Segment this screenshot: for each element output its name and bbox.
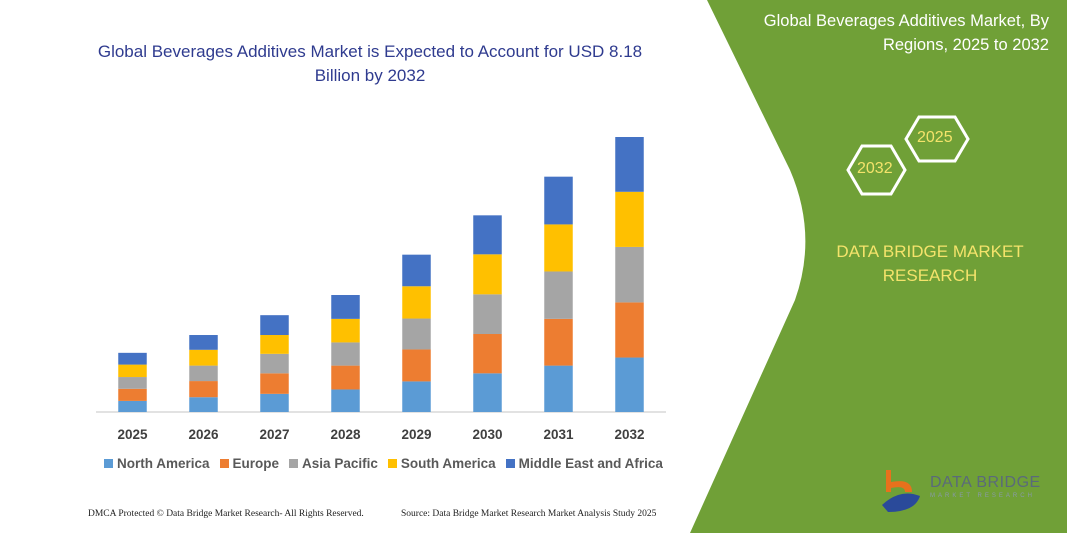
x-tick-label: 2029	[401, 427, 431, 442]
x-tick-label: 2032	[614, 427, 644, 442]
legend-swatch	[505, 459, 515, 468]
bar-segment-2025-europe	[118, 388, 147, 401]
bar-segment-2025-asia-pacific	[118, 377, 147, 389]
bar-segment-2031-europe	[544, 318, 573, 366]
bar-segment-2031-south-america	[544, 224, 573, 272]
bar-segment-2032-south-america	[615, 191, 644, 247]
x-tick-label: 2027	[259, 427, 289, 442]
bar-segment-2029-middle-east-and-africa	[402, 254, 431, 287]
legend-item: North America	[104, 456, 210, 471]
green-side-panel	[690, 0, 1067, 533]
bar-segment-2026-europe	[189, 381, 218, 398]
bar-segment-2028-europe	[331, 365, 360, 390]
legend-label: Middle East and Africa	[518, 456, 663, 471]
x-tick-label: 2028	[330, 427, 361, 442]
bar-segment-2029-south-america	[402, 286, 431, 319]
legend-swatch	[104, 459, 113, 468]
bar-segment-2030-south-america	[473, 254, 502, 295]
hex-label-2032: 2032	[857, 160, 893, 177]
bar-segment-2031-north-america	[544, 365, 573, 412]
bar-segment-2027-asia-pacific	[260, 353, 289, 374]
hexagon-2032	[846, 144, 907, 196]
footer-source: Source: Data Bridge Market Research Mark…	[401, 509, 657, 519]
legend-swatch	[289, 459, 299, 468]
bar-segment-2026-south-america	[189, 349, 218, 366]
bar-segment-2027-middle-east-and-africa	[260, 315, 289, 336]
bar-segment-2032-asia-pacific	[615, 246, 644, 303]
legend-item: South America	[387, 456, 496, 471]
bar-segment-2030-asia-pacific	[473, 294, 502, 335]
bar-segment-2032-europe	[615, 302, 644, 358]
bar-segment-2026-middle-east-and-africa	[189, 335, 218, 350]
legend-label: Asia Pacific	[302, 456, 378, 471]
legend-item: Middle East and Africa	[505, 456, 663, 471]
side-panel-title: Global Beverages Additives Market, By Re…	[763, 12, 1049, 54]
brand-text: DATA BRIDGE MARKET RESEARCH	[836, 242, 1024, 285]
legend-item: Asia Pacific	[289, 456, 378, 471]
bar-segment-2026-asia-pacific	[189, 365, 218, 382]
bar-segment-2025-north-america	[118, 400, 147, 412]
bar-segment-2027-south-america	[260, 335, 289, 354]
bar-segment-2028-asia-pacific	[331, 342, 360, 366]
chart-title: Global Beverages Additives Market is Exp…	[97, 42, 643, 85]
bar-segment-2027-europe	[260, 373, 289, 394]
footer-copyright: DMCA Protected © Data Bridge Market Rese…	[88, 509, 364, 519]
chart-legend: North America Europe Asia Pacific South …	[104, 456, 663, 471]
bar-segment-2028-north-america	[331, 389, 360, 412]
bar-segment-2030-europe	[473, 334, 502, 374]
legend-label: Europe	[232, 456, 280, 471]
bar-segment-2029-europe	[402, 349, 431, 382]
x-tick-label: 2031	[543, 427, 574, 442]
x-tick-label: 2030	[472, 427, 502, 442]
bar-segment-2028-south-america	[331, 318, 360, 343]
legend-swatch	[219, 459, 229, 468]
bar-segment-2025-south-america	[118, 364, 147, 378]
bar-segment-2030-middle-east-and-africa	[473, 215, 502, 255]
hexagon-2025	[904, 115, 970, 163]
bar-segment-2026-north-america	[189, 397, 218, 412]
legend-label: North America	[117, 456, 210, 471]
bar-segment-2025-middle-east-and-africa	[118, 352, 147, 365]
logo-subtext: MARKET RESEARCH	[930, 493, 1035, 499]
bar-segment-2031-middle-east-and-africa	[544, 176, 573, 225]
bar-segment-2031-asia-pacific	[544, 271, 573, 319]
bar-segment-2027-north-america	[260, 393, 289, 412]
bar-chart: 2025 2026 2027 2028 2029 2030 2031 2032	[96, 137, 666, 442]
logo-text: DATA BRIDGE	[930, 474, 1041, 491]
bar-segment-2028-middle-east-and-africa	[331, 295, 360, 319]
bar-segment-2032-middle-east-and-africa	[615, 137, 644, 192]
legend-swatch	[387, 459, 397, 468]
bar-segment-2029-north-america	[402, 381, 431, 412]
legend-item: Europe	[219, 456, 280, 471]
legend-label: South America	[400, 456, 496, 471]
logo-icon	[882, 470, 920, 512]
hex-label-2025: 2025	[917, 129, 953, 146]
bar-segment-2029-asia-pacific	[402, 318, 431, 350]
x-tick-label: 2026	[188, 427, 219, 442]
bar-segment-2030-north-america	[473, 373, 502, 412]
bar-segment-2032-north-america	[615, 357, 644, 412]
x-tick-label: 2025	[117, 427, 148, 442]
